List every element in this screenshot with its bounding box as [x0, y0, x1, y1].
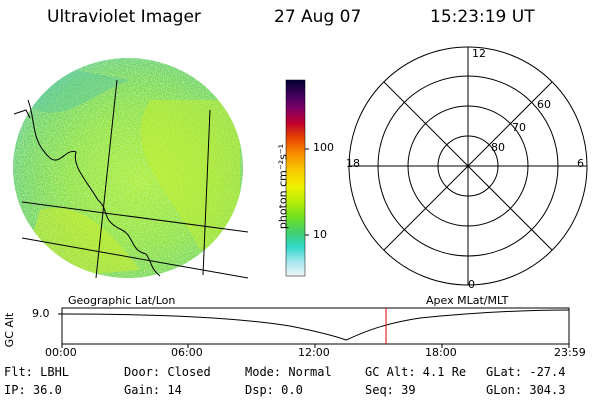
glon-status: GLon: 304.3 — [486, 383, 566, 397]
door-status: Door: Closed — [124, 365, 211, 379]
mode-status: Mode: Normal — [245, 365, 332, 379]
colorbar-unit-label: photon cm⁻²s⁻¹ — [276, 143, 290, 230]
xtick-2359: 23:59 — [554, 346, 586, 359]
ip-status: IP: 36.0 — [4, 383, 62, 397]
uv-image-panel — [13, 58, 249, 279]
time-label: 15:23:19 UT — [430, 7, 535, 27]
xtick-1800: 18:00 — [425, 346, 457, 359]
altitude-ytick: 9.0 — [32, 307, 50, 320]
xtick-0000: 00:00 — [45, 346, 77, 359]
flt-status: Flt: LBHL — [4, 365, 70, 379]
altitude-plot — [58, 307, 570, 348]
altitude-plot-frame — [61, 307, 570, 345]
colorbar-tick-100: 100 — [313, 141, 334, 154]
lat-label-60: 60 — [537, 98, 551, 111]
lat-label-70: 70 — [512, 121, 526, 134]
geographic-grid — [13, 79, 249, 279]
colorbar — [285, 79, 309, 277]
lat-label-80: 80 — [491, 141, 505, 154]
mlt-label-6: 6 — [577, 157, 584, 170]
date-label: 27 Aug 07 — [274, 7, 362, 27]
xtick-1200: 12:00 — [298, 346, 330, 359]
colorbar-gradient — [285, 79, 306, 277]
instrument-title: Ultraviolet Imager — [47, 7, 201, 27]
glat-status: GLat: -27.4 — [486, 365, 566, 379]
xtick-0600: 06:00 — [171, 346, 203, 359]
earth-disk — [13, 58, 243, 278]
mlt-label-18: 18 — [346, 157, 360, 170]
gc-alt-status: GC Alt: 4.1 Re — [365, 365, 467, 379]
gain-status: Gain: 14 — [124, 383, 182, 397]
dsp-status: Dsp: 0.0 — [245, 383, 303, 397]
mlt-label-0: 0 — [468, 278, 475, 291]
mlt-label-12: 12 — [472, 47, 486, 60]
geographic-label: Geographic Lat/Lon — [68, 294, 176, 307]
seq-status: Seq: 39 — [365, 383, 416, 397]
altitude-curve — [61, 309, 570, 341]
apex-label: Apex MLat/MLT — [426, 294, 509, 307]
polar-plot — [348, 46, 588, 286]
polar-diagonal-2 — [383, 81, 553, 251]
colorbar-tick-10: 10 — [313, 228, 327, 241]
altitude-ylabel: GC Alt — [3, 312, 16, 348]
